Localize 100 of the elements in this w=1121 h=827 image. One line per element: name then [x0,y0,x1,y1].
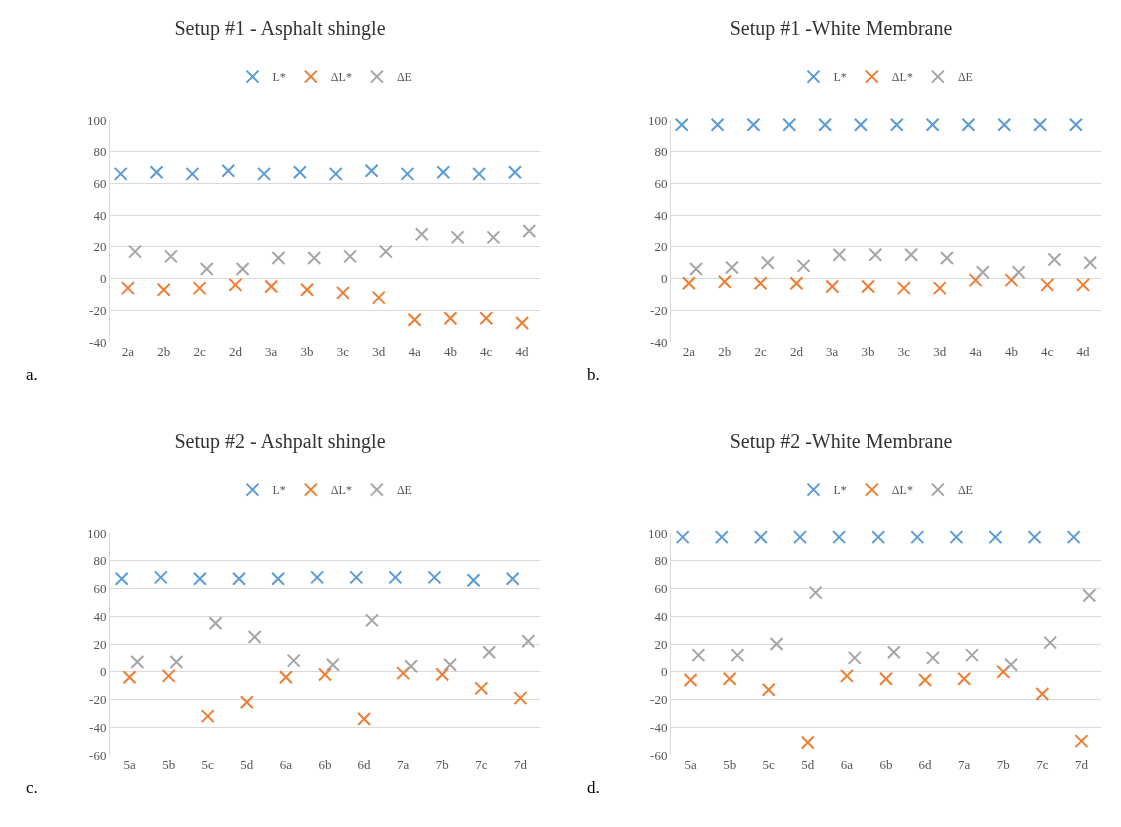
x-tick-label: 7a [397,757,410,772]
x-tick-label: 4a [408,344,421,359]
chart-title: Setup #1 -White Membrane [729,16,953,40]
x-tick-label: 3b [300,344,314,359]
y-tick-label: -20 [650,302,668,318]
y-tick-label: 40 [654,608,668,624]
y-tick-label: 80 [654,144,668,160]
legend-label: ΔL* [891,70,913,85]
y-tick-label: 0 [660,271,668,287]
x-tick-label: 2a [682,344,696,359]
x-tick-label: 3a [265,344,278,359]
x-tick-label: 5d [240,757,254,772]
y-tick-label: -40 [650,719,668,735]
y-tick-label: -60 [650,747,668,763]
y-tick-label: 80 [93,144,107,160]
text: c. [26,778,38,797]
y-tick-label: -60 [89,747,107,763]
x-tick-label: 3d [933,344,947,359]
chart-title: Setup #2 -White Membrane [729,429,953,453]
y-tick-label: 0 [660,664,668,680]
x-tick-label: 7d [1074,757,1089,772]
x-tick-label: 5b [723,757,737,772]
y-tick-label: 100 [647,112,668,128]
y-tick-label: 60 [93,175,107,191]
y-tick-label: -40 [89,719,107,735]
legend-label: ΔE [396,70,412,85]
x-tick-label: 6a [840,757,854,772]
x-tick-label: 6b [879,757,893,772]
y-tick-label: 100 [647,525,668,541]
x-tick-label: 2d [789,344,804,359]
x-tick-label: 3c [897,344,911,359]
y-tick-label: 20 [93,239,107,255]
legend-label: ΔL* [330,70,352,85]
x-tick-label: 3c [336,344,350,359]
y-tick-label: 0 [99,664,107,680]
y-tick-label: -40 [650,334,668,350]
x-tick-label: 7b [996,757,1010,772]
x-tick-label: 5b [162,757,176,772]
y-tick-label: -20 [89,302,107,318]
text: a. [26,365,38,384]
y-tick-label: -20 [89,692,107,708]
x-tick-label: 7d [513,757,528,772]
x-tick-label: 4d [515,344,530,359]
text: d. [587,778,600,797]
x-tick-label: 3a [826,344,839,359]
text: b. [587,365,600,384]
x-tick-label: 4c [1041,344,1054,359]
x-tick-label: 4a [969,344,982,359]
x-tick-label: 7c [1036,757,1049,772]
x-tick-label: 5c [201,757,215,772]
legend-label: L* [272,483,286,498]
y-tick-label: 100 [86,112,107,128]
x-tick-label: 6a [279,757,293,772]
y-tick-label: 20 [654,239,668,255]
x-tick-label: 7b [435,757,449,772]
x-tick-label: 2b [718,344,732,359]
x-tick-label: 4c [480,344,493,359]
x-tick-label: 2b [157,344,171,359]
x-tick-label: 7c [475,757,488,772]
y-tick-label: -40 [89,334,107,350]
legend-label: ΔE [396,483,412,498]
x-tick-label: 2d [228,344,243,359]
x-tick-label: 6d [357,757,372,772]
x-tick-label: 2c [193,344,206,359]
x-tick-label: 4b [1004,344,1018,359]
legend-label: ΔE [957,70,973,85]
y-tick-label: 60 [654,581,668,597]
legend-label: L* [272,70,286,85]
x-tick-label: 6b [318,757,332,772]
legend-label: L* [833,70,847,85]
y-tick-label: 40 [93,207,107,223]
y-tick-label: 80 [93,553,107,569]
x-tick-label: 4b [443,344,457,359]
x-tick-label: 2c [754,344,767,359]
x-tick-label: 2a [121,344,135,359]
y-tick-label: 60 [93,581,107,597]
chart-title: Setup #1 - Asphalt shingle [174,16,386,40]
y-tick-label: 0 [99,271,107,287]
x-tick-label: 4d [1076,344,1091,359]
x-tick-label: 5a [684,757,697,772]
x-tick-label: 7a [958,757,971,772]
y-tick-label: 20 [93,636,107,652]
x-tick-label: 5a [123,757,136,772]
x-tick-label: 3b [861,344,875,359]
y-tick-label: 20 [654,636,668,652]
legend-label: ΔL* [330,483,352,498]
x-tick-label: 5c [762,757,776,772]
y-tick-label: -20 [650,692,668,708]
y-tick-label: 80 [654,553,668,569]
chart-title: Setup #2 - Ashpalt shingle [174,429,386,453]
legend-label: ΔE [957,483,973,498]
x-tick-label: 3d [372,344,386,359]
y-tick-label: 60 [654,175,668,191]
y-tick-label: 40 [654,207,668,223]
y-tick-label: 100 [86,525,107,541]
legend-label: ΔL* [891,483,913,498]
x-tick-label: 6d [918,757,933,772]
x-tick-label: 5d [801,757,815,772]
legend-label: L* [833,483,847,498]
y-tick-label: 40 [93,608,107,624]
